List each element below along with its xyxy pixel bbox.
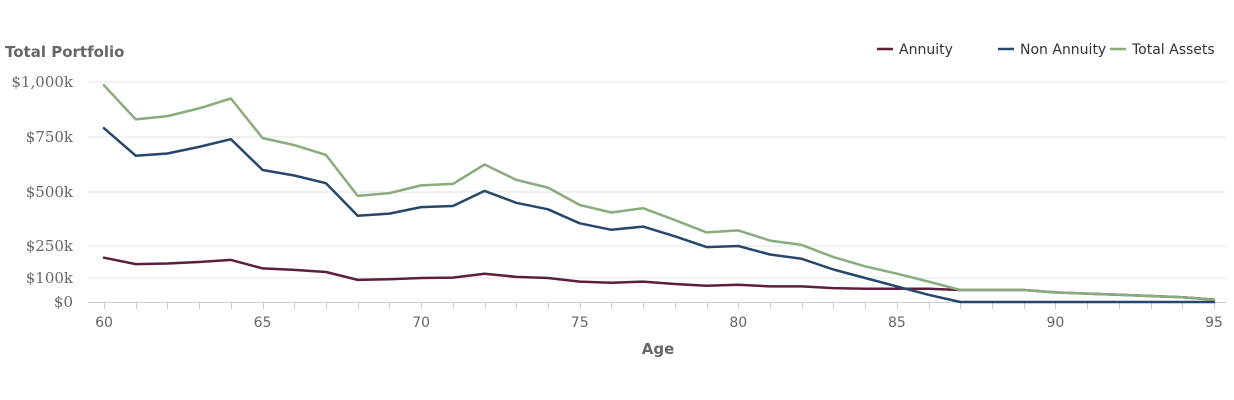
series-line-non-annuity (102, 126, 1216, 304)
legend[interactable]: Annuity Non Annuity Total Assets (877, 42, 1215, 58)
legend-label: Total Assets (1131, 42, 1215, 58)
legend-item-total-assets[interactable]: Total Assets (1110, 42, 1215, 58)
x-tick-label: 75 (571, 315, 589, 331)
y-tick-label: $750k (26, 128, 74, 146)
legend-label: Non Annuity (1020, 42, 1106, 58)
x-axis-label: Age (642, 340, 675, 358)
y-tick-label: $250k (26, 237, 74, 255)
x-tick-label: 65 (254, 315, 272, 331)
legend-label: Annuity (899, 42, 953, 58)
x-tick-label: 90 (1047, 315, 1065, 331)
series-lines (102, 84, 1216, 304)
x-tick-label: 85 (888, 315, 906, 331)
x-tick-label: 70 (412, 315, 430, 331)
y-tick-label: $100k (26, 269, 74, 287)
x-tick-label: 95 (1205, 315, 1223, 331)
y-axis: $0 $100k $250k $500k $750k $1,000k (11, 73, 73, 311)
y-tick-label: $500k (26, 183, 74, 201)
x-axis: 60 65 70 75 80 85 90 95 (88, 302, 1226, 331)
x-tick-label: 60 (95, 315, 113, 331)
series-line-total-assets (102, 84, 1216, 301)
x-tick-label: 80 (729, 315, 747, 331)
series-line-annuity (102, 256, 1216, 301)
y-tick-label: $0 (54, 293, 73, 311)
legend-item-non-annuity[interactable]: Non Annuity (998, 42, 1106, 58)
y-tick-label: $1,000k (11, 73, 73, 91)
grid (88, 81, 1226, 279)
legend-item-annuity[interactable]: Annuity (877, 42, 953, 58)
chart-title: Total Portfolio (5, 43, 125, 61)
